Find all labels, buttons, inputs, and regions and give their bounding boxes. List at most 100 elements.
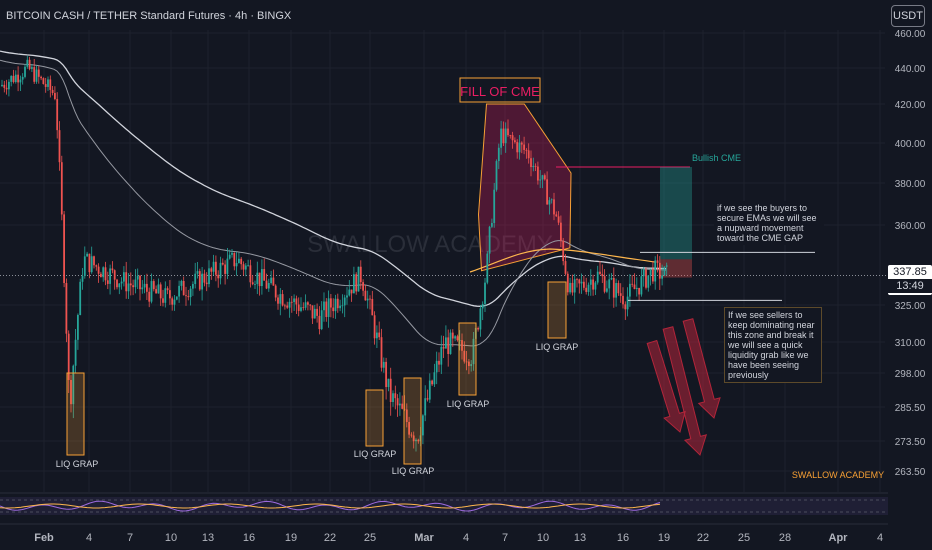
candle-body [389, 378, 392, 403]
candle-body [40, 76, 42, 79]
candle-body [428, 380, 431, 400]
candle-body [166, 288, 169, 291]
candle-body [652, 268, 654, 282]
candle-body [569, 282, 571, 293]
candle-body [304, 302, 307, 308]
candle-body [164, 288, 167, 303]
ema-mid-line [0, 59, 667, 347]
buyers-note: if we see the buyers to secure EMAs we w… [714, 201, 824, 245]
candle-body [334, 298, 337, 312]
candle-body [518, 142, 521, 153]
candle-body [491, 223, 493, 227]
time-axis[interactable]: Feb 4 7 10 13 16 19 22 25 Mar 4 7 10 13 16 19 22 25 28 Apr 4 [34, 532, 883, 544]
candle-body [514, 140, 516, 143]
candle-body [198, 271, 201, 290]
candle-body [293, 298, 295, 303]
last-price-tag: 337.85 13:49 [888, 265, 932, 295]
currency-button[interactable]: USDT [891, 5, 925, 27]
candle-body [201, 273, 203, 290]
candle-body [610, 277, 613, 280]
candle-body [116, 279, 118, 288]
candle-body [481, 303, 484, 309]
candle-body [295, 298, 298, 305]
candle-body [438, 360, 440, 365]
candle-body [380, 337, 383, 368]
candle-body [134, 279, 137, 288]
candle-body [566, 273, 569, 293]
candle-body [286, 305, 289, 308]
candle-body [355, 274, 358, 292]
candle-body [493, 189, 496, 224]
candle-body [272, 277, 275, 286]
candle-body [159, 284, 162, 299]
candle-body [323, 301, 325, 311]
candle-body [649, 268, 652, 276]
candle-body [86, 253, 88, 257]
candle-body [417, 439, 420, 442]
candle-body [587, 284, 590, 292]
candle-body [129, 283, 132, 286]
candle-body [371, 298, 374, 316]
time-tick-label: Feb [34, 532, 54, 544]
candle-body [422, 415, 424, 436]
liq-grab-label: LIQ GRAP [536, 342, 579, 352]
candle-body [169, 290, 171, 299]
candle-body [445, 337, 447, 349]
candle-body [431, 380, 433, 385]
time-tick-label: 7 [127, 532, 133, 544]
candle-body [523, 144, 525, 150]
candle-body [235, 263, 238, 267]
candle-body [376, 332, 378, 339]
time-tick-label: 13 [202, 532, 214, 544]
level-lines [628, 251, 815, 301]
candle-body [106, 280, 109, 284]
price-axis[interactable]: 460.00 440.00 420.00 400.00 380.00 360.00 325.… [895, 29, 926, 478]
candle-body [642, 269, 645, 277]
price-tick-label: 298.00 [895, 369, 926, 380]
candle-body [136, 275, 139, 280]
candle-body [534, 165, 537, 167]
candlestick-series [1, 55, 668, 452]
candle-body [654, 260, 657, 282]
candle-body [1, 84, 3, 86]
candle-body [458, 340, 461, 341]
candle-body [228, 254, 231, 259]
candle-body [580, 281, 583, 284]
last-price: 337.85 [893, 266, 927, 278]
candle-body [468, 361, 470, 367]
candle-body [560, 222, 562, 241]
candle-body [486, 253, 489, 283]
ema-fast-line [469, 248, 656, 273]
candle-body [226, 258, 229, 274]
candle-body [123, 272, 125, 282]
candle-body [624, 304, 627, 310]
candle-body [339, 305, 341, 309]
candle-body [210, 268, 213, 272]
time-tick-label: 16 [617, 532, 629, 544]
candle-body [8, 81, 10, 90]
candle-body [449, 332, 452, 355]
bar-countdown: 13:49 [888, 279, 932, 293]
candle-body [203, 273, 206, 283]
candle-body [70, 379, 72, 405]
candle-body [242, 264, 245, 270]
candle-body [601, 273, 604, 277]
candle-body [56, 99, 59, 131]
time-tick-label: 4 [86, 532, 92, 544]
candle-body [387, 378, 390, 388]
candle-body [212, 261, 215, 272]
candle-body [433, 372, 436, 385]
liquidity-grab-boxes [66, 281, 567, 465]
time-tick-label: 4 [877, 532, 883, 544]
candle-body [267, 283, 270, 289]
candle-body [146, 283, 148, 292]
time-tick-label: 13 [574, 532, 586, 544]
candle-body [484, 282, 486, 304]
chart-grid [0, 30, 888, 492]
candle-body [548, 200, 551, 205]
candle-body [26, 59, 29, 67]
candle-body [274, 285, 277, 298]
candle-body [311, 305, 314, 319]
candle-body [178, 285, 180, 297]
